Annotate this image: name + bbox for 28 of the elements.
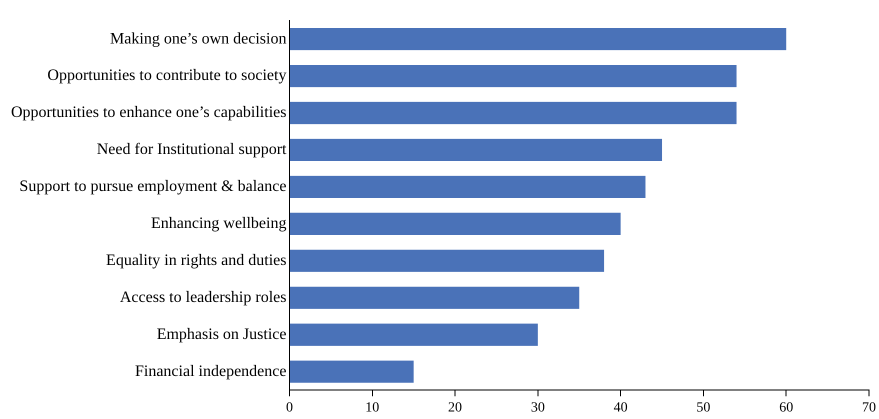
y-tick-label: Equality in rights and duties xyxy=(106,252,286,270)
y-tick-label: Opportunities to enhance one’s capabilities xyxy=(10,104,286,122)
bar xyxy=(290,176,646,198)
y-tick-label: Access to leadership roles xyxy=(120,289,286,306)
y-tick-label: Opportunities to contribute to society xyxy=(47,67,286,84)
x-tick-label: 60 xyxy=(779,400,794,416)
y-tick-label: Support to pursue employment & balance xyxy=(19,178,286,196)
bar xyxy=(290,64,737,88)
y-tick-label: Making one’s own decision xyxy=(110,30,286,48)
bar xyxy=(290,360,414,383)
bar xyxy=(290,324,538,346)
y-tick-label: Emphasis on Justice xyxy=(156,326,286,343)
x-tick-label: 30 xyxy=(530,400,545,416)
y-tick-label: Financial independence xyxy=(134,362,286,380)
x-tick-label: 40 xyxy=(614,400,628,416)
y-tick-label: Enhancing wellbeing xyxy=(150,215,286,232)
bar xyxy=(290,28,786,50)
y-tick-label: Need for Institutional support xyxy=(96,141,288,158)
bar xyxy=(290,250,604,272)
bar xyxy=(290,102,737,124)
x-tick-label: 10 xyxy=(365,400,380,416)
x-tick-label: 50 xyxy=(696,400,710,416)
bar xyxy=(290,138,662,162)
bar xyxy=(290,212,621,235)
x-tick-label: 20 xyxy=(448,400,462,416)
bar xyxy=(290,286,580,309)
x-tick-label: 0 xyxy=(286,400,293,416)
x-tick-label: 70 xyxy=(862,400,876,416)
